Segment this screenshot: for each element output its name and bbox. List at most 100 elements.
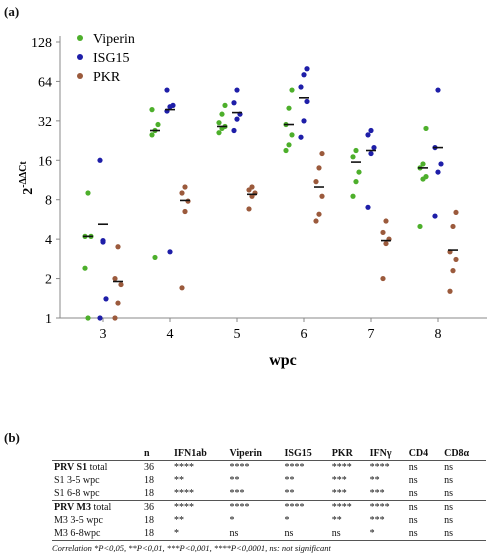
data-point-isg15 [371,144,377,151]
x-tick-label: 3 [100,327,107,342]
data-point-pkr [380,229,386,236]
data-point-isg15 [301,118,307,124]
panel-b-label: (b) [4,430,20,445]
mean-markers [83,96,458,283]
table-cell: ns [408,488,418,499]
data-point-isg15 [170,102,176,108]
data-point-pkr [383,240,389,247]
table-cell: *** [369,488,385,499]
data-point-isg15 [304,66,310,72]
data-point-viperin [155,121,161,128]
header-cell: n [142,446,172,461]
data-point-pkr [118,281,124,288]
table-row: M3 3-5 wpc 18 ** * * ** *** ns ns [52,514,486,527]
data-point-pkr [316,165,322,171]
data-point-pkr [115,300,121,306]
header-cell [52,446,142,461]
header-cell: ISG15 [282,446,330,461]
table-cell: ns [406,527,443,541]
row-label-text: S1 6-8 wpc [54,488,100,499]
data-point-pkr [383,218,389,224]
y-axis-label-exp: -ΔΔCt [18,161,29,188]
table-footnote: Correlation *P<0,05, **P<0,01, ***P<0,00… [52,543,331,553]
y-tick-label: 2 [45,273,52,288]
table-cell: ** [174,475,184,486]
table-cell: **** [284,462,305,473]
table-cell: * [367,527,407,541]
data-point-isg15 [365,132,371,138]
row-label: M3 6-8wpc [52,527,142,541]
data-point-viperin [289,87,295,93]
data-point-viperin [350,193,356,199]
table-cell: * [229,515,235,526]
header-cell: Viperin [227,446,283,461]
data-point-viperin [289,132,295,138]
data-point-viperin [283,147,289,154]
y-tick-labels: 1 2 4 8 16 32 64 128 [31,36,60,327]
legend-swatch-viperin [77,35,83,41]
stats-table-container: n IFN1ab Viperin ISG15 PKR IFNγ CD4 CD8α… [52,446,492,553]
table-cell: ns [444,515,454,526]
data-point-isg15 [435,87,441,93]
data-point-pkr [179,190,185,196]
table-cell: *** [369,515,385,526]
data-point-isg15 [164,87,170,93]
header-cell: IFNγ [367,446,407,461]
data-point-viperin [356,169,362,175]
data-point-isg15 [365,204,371,210]
data-point-pkr [380,275,386,282]
data-point-viperin [353,147,359,154]
table-cell: * [172,527,228,541]
table-cell: ns [444,488,454,499]
table-cell: ns [282,527,330,541]
header-cell: IFN1ab [172,446,228,461]
data-point-viperin [286,105,292,111]
y-tick-label: 8 [45,194,52,209]
table-cell: 36 [142,500,172,514]
table-cell: ns [408,515,418,526]
table-cell: ns [408,475,418,486]
data-point-pkr [112,315,118,321]
data-point-viperin [219,111,225,117]
data-point-pkr [319,193,325,199]
legend-label-isg15: ISG15 [93,51,130,66]
table-cell: ns [442,527,486,541]
data-point-pkr [453,209,459,216]
row-label: M3 3-5 wpc [52,514,142,527]
table-cell: 18 [144,475,154,486]
row-label-text: M3 6-8wpc [54,528,101,539]
data-point-viperin [222,102,228,108]
data-point-isg15 [234,87,240,93]
row-label: S1 3-5 wpc [52,474,142,487]
header-cell: PKR [329,446,368,461]
table-cell: **** [172,500,228,514]
data-point-viperin [85,190,91,196]
table-cell: ** [284,475,295,486]
data-point-isg15 [97,315,103,321]
data-point-isg15 [103,296,109,302]
table-cell: 18 [144,515,154,526]
data-point-isg15 [298,134,304,140]
row-label: S1 6-8 wpc [52,487,142,501]
scatter-chart: 1 2 4 8 16 32 64 128 3 4 5 6 7 8 Viperin ISG15 PKR wpc… [18,32,487,369]
row-label-text: total [87,462,108,473]
data-point-pkr [249,184,255,190]
table-body: PRV S1 total 36 **** **** **** **** **** ns ns S1… [52,461,486,541]
table-cell: 18 [144,488,154,499]
table-cell: 36 [144,462,154,473]
table-cell: ns [444,475,454,486]
table-cell: ** [331,515,342,526]
data-point-isg15 [234,116,240,122]
row-label-text: M3 3-5 wpc [54,515,103,526]
data-point-pkr [450,223,456,230]
x-tick-label: 5 [234,327,241,342]
data-point-viperin [82,265,88,271]
table-cell: *** [331,488,347,499]
data-point-pkr [313,178,319,185]
legend-label-pkr: PKR [93,70,121,85]
table-cell: ns [227,527,283,541]
data-point-viperin [286,142,292,148]
table-cell: ** [369,475,380,486]
data-points [82,66,459,321]
table-row: S1 3-5 wpc 18 ** ** ** *** ** ns ns [52,474,486,487]
